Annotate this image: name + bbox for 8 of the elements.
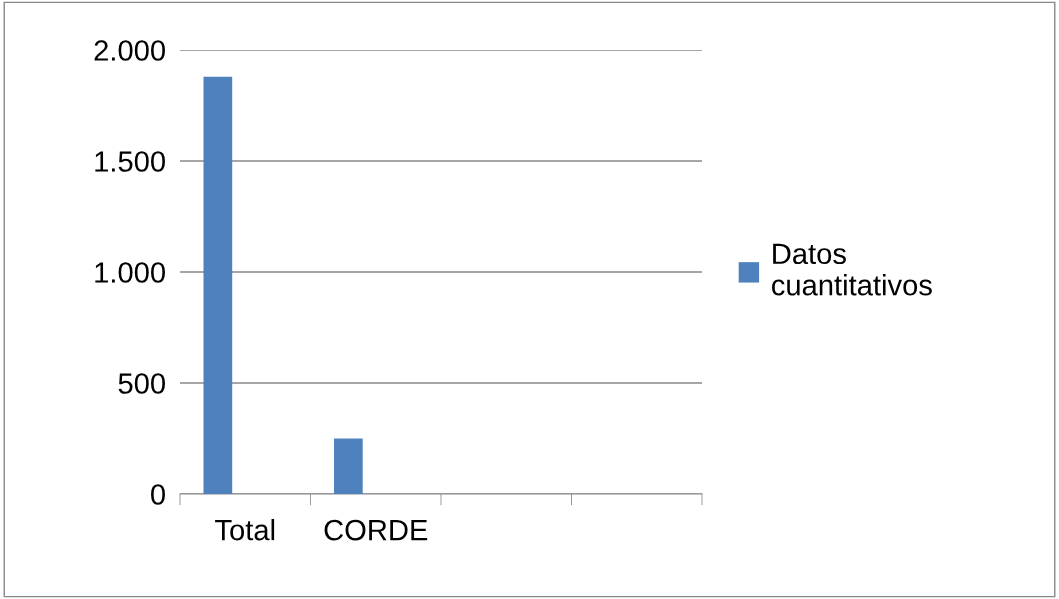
y-tick-label: 0: [151, 484, 165, 505]
legend-label: Datos cuantitativos: [772, 243, 932, 296]
y-tick-label: 2.000: [94, 40, 165, 61]
x-tick-label: Total: [215, 519, 275, 541]
y-tick-label: 1.500: [95, 151, 165, 172]
y-tick-label: 1.000: [95, 262, 165, 283]
y-tick-label: 500: [118, 373, 165, 394]
x-tick-label: CORDE: [324, 519, 428, 541]
